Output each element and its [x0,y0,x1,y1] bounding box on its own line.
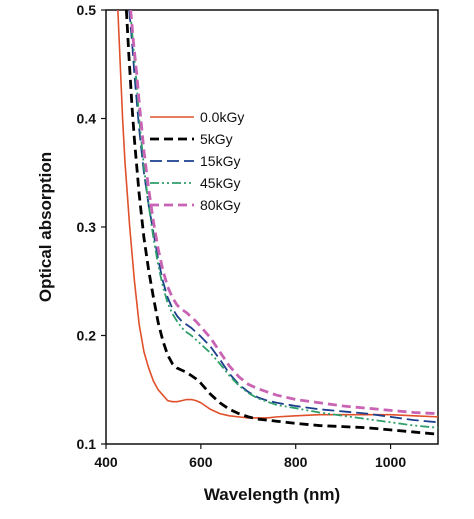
x-tick-label: 800 [284,454,308,470]
x-tick-label: 1000 [375,454,406,470]
y-axis-title: Optical absorption [36,152,55,302]
legend-label: 5kGy [200,131,233,147]
ticks-group: 400 600 800 1000 0.1 0.2 0.3 0.4 0.5 [77,2,407,470]
legend-label: 0.0kGy [200,109,244,125]
x-tick-label: 600 [189,454,213,470]
plot-frame [105,9,439,445]
y-tick-label: 0.4 [77,111,97,127]
legend-label: 15kGy [200,153,240,169]
x-tick-label: 400 [94,454,118,470]
series-line-80kgy [129,10,438,416]
x-axis-title: Wavelength (nm) [204,485,340,504]
series-line-0-0kgy [117,10,438,419]
y-tick-label: 0.1 [77,436,97,452]
series-line-45kgy [129,10,438,429]
y-tick-label: 0.3 [77,219,97,235]
y-tick-label: 0.5 [77,2,97,18]
legend-label: 45kGy [200,175,240,191]
series-line-5kgy [124,10,438,436]
y-tick-label: 0.2 [77,328,97,344]
series-group [117,10,438,436]
series-line-15kgy [128,10,438,424]
legend: 0.0kGy 5kGy 15kGy 45kGy 80kGy [150,109,244,213]
legend-label: 80kGy [200,197,240,213]
